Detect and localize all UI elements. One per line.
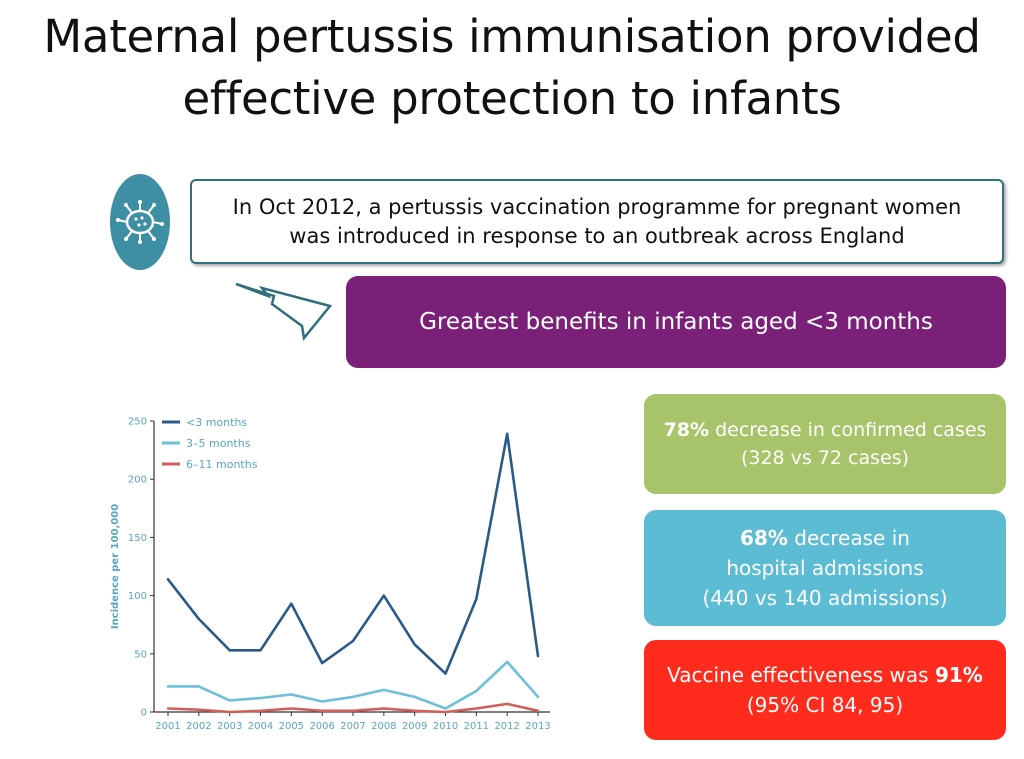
effectiveness-text: Vaccine effectiveness was bbox=[667, 663, 935, 687]
y-tick-label: 250 bbox=[128, 417, 147, 428]
y-tick-label: 0 bbox=[141, 708, 147, 719]
series-line bbox=[166, 432, 540, 675]
x-tick-label: 2006 bbox=[309, 721, 334, 732]
effectiveness-headline: Vaccine effectiveness was 91% bbox=[667, 660, 983, 690]
admissions-card: 68% decrease in hospital admissions (440… bbox=[644, 510, 1006, 626]
admissions-percent: 68% bbox=[740, 526, 788, 550]
intro-line-2: was introduced in response to an outbrea… bbox=[289, 223, 905, 248]
slide-title-line-2: effective protection to infants bbox=[182, 72, 842, 125]
effectiveness-percent: 91% bbox=[934, 663, 983, 687]
incidence-chart-svg: 0 50 100 150 200 250 2001 2002 2003 2004 2005 2006 2… bbox=[110, 416, 551, 732]
x-tick-label: 2004 bbox=[248, 721, 273, 732]
legend-label: 6–11 months bbox=[186, 458, 258, 471]
y-tick-label: 100 bbox=[128, 591, 147, 602]
cases-detail: (328 vs 72 cases) bbox=[740, 447, 910, 469]
y-tick-label: 200 bbox=[128, 475, 147, 486]
legend-label: 3–5 months bbox=[186, 437, 251, 450]
effectiveness-detail: (95% CI 84, 95) bbox=[746, 693, 904, 717]
arrow-icon bbox=[232, 276, 342, 346]
x-tick-label: 2012 bbox=[494, 721, 519, 732]
x-tick-label: 2010 bbox=[433, 721, 458, 732]
admissions-headline: 68% decrease in bbox=[740, 523, 910, 553]
x-tick-label: 2013 bbox=[525, 721, 550, 732]
x-tick-label: 2002 bbox=[186, 721, 211, 732]
key-finding-text: Greatest benefits in infants aged <3 mon… bbox=[419, 309, 933, 335]
x-tick-label: 2001 bbox=[155, 721, 180, 732]
y-tick-label: 50 bbox=[134, 649, 147, 660]
x-tick-label: 2005 bbox=[279, 721, 304, 732]
slide-title: Maternal pertussis immunisation provided… bbox=[0, 6, 1024, 130]
x-tick-label: 2008 bbox=[371, 721, 396, 732]
x-tick-label: 2003 bbox=[217, 721, 242, 732]
pertussis-bacterium-icon bbox=[110, 174, 170, 270]
admissions-text: decrease in bbox=[787, 526, 910, 550]
effectiveness-card: Vaccine effectiveness was 91% (95% CI 84… bbox=[644, 640, 1006, 740]
cases-headline: 78% decrease in confirmed cases bbox=[664, 416, 987, 444]
y-axis-label: Incidence per 100,000 bbox=[110, 504, 121, 629]
intro-callout: In Oct 2012, a pertussis vaccination pro… bbox=[190, 179, 1004, 264]
x-tick-label: 2011 bbox=[464, 721, 489, 732]
intro-line-1: In Oct 2012, a pertussis vaccination pro… bbox=[232, 194, 962, 219]
admissions-line-2: hospital admissions bbox=[726, 556, 924, 580]
cases-percent: 78% bbox=[663, 419, 710, 441]
x-tick-label: 2009 bbox=[402, 721, 427, 732]
legend-label: <3 months bbox=[186, 416, 247, 429]
x-tick-label: 2007 bbox=[340, 721, 365, 732]
series-line bbox=[166, 660, 540, 710]
cases-card: 78% decrease in confirmed cases (328 vs … bbox=[644, 394, 1006, 494]
key-finding-banner: Greatest benefits in infants aged <3 mon… bbox=[346, 276, 1006, 368]
series-line bbox=[166, 702, 540, 714]
cases-text: decrease in confirmed cases bbox=[709, 419, 987, 441]
admissions-detail: (440 vs 140 admissions) bbox=[702, 586, 948, 610]
incidence-chart: 0 50 100 150 200 250 2001 2002 2003 2004 2005 2006 2… bbox=[100, 400, 560, 745]
slide-title-line-1: Maternal pertussis immunisation provided bbox=[43, 10, 981, 63]
y-tick-label: 150 bbox=[128, 533, 147, 544]
